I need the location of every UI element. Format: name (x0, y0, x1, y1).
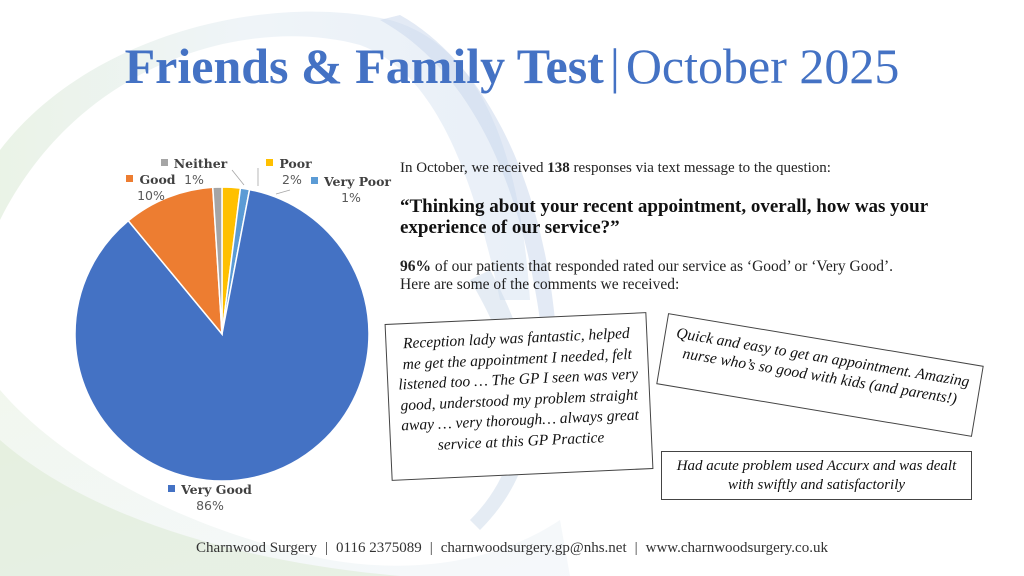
footer-practice-name: Charnwood Surgery (196, 540, 318, 556)
label-very-good: Very Good 86% (160, 482, 260, 514)
pie-slice-neither (211, 186, 223, 335)
label-very-poor: Very Poor 1% (306, 174, 396, 206)
intro-text: In October, we received 138 responses vi… (400, 160, 831, 176)
legend-swatch-very-poor (310, 177, 318, 184)
label-neither: Neither 1% (158, 156, 230, 188)
title-separator: | (609, 38, 620, 94)
title-month: October 2025 (625, 38, 900, 94)
comment-card-1: Reception lady was fantastic, helped me … (384, 312, 654, 481)
legend-swatch-good (126, 175, 134, 182)
footer-contact: Charnwood Surgery | 0116 2375089 | charnwood… (196, 540, 828, 556)
satisfaction-percentage: 96% (400, 258, 431, 275)
leader-line-very-poor (275, 189, 291, 195)
response-count: 138 (547, 160, 570, 176)
legend-swatch-very-good (168, 485, 176, 492)
pie-slice-very-good (74, 188, 370, 482)
comment-card-3: Had acute problem used Accurx and was de… (661, 451, 972, 500)
legend-swatch-poor (266, 159, 274, 166)
survey-question: “Thinking about your recent appointment,… (400, 196, 928, 238)
leader-line-neither (231, 169, 245, 186)
title-main: Friends & Family Test (124, 38, 604, 94)
legend-swatch-neither (160, 159, 168, 166)
footer-email[interactable]: charnwoodsurgery.gp@nhs.net (440, 540, 627, 556)
label-good: Good 10% (116, 172, 186, 204)
pie-slice-good (127, 186, 223, 337)
footer-phone: 0116 2375089 (336, 540, 422, 556)
summary-text: 96% of our patients that responded rated… (400, 258, 893, 293)
page-title: Friends & Family Test | October 2025 (0, 36, 1024, 96)
label-poor: Poor 2% (262, 156, 316, 188)
footer-website[interactable]: www.charnwoodsurgery.co.uk (645, 540, 828, 556)
